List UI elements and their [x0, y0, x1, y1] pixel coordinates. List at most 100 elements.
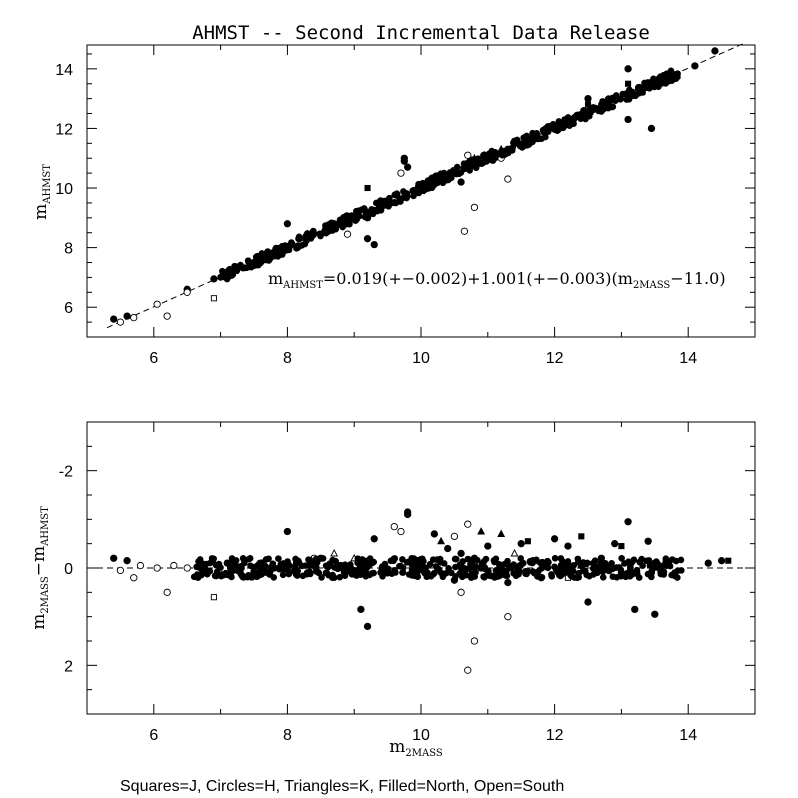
top-point-circle-filled — [520, 134, 527, 142]
bottom-point-circle-filled — [617, 572, 625, 580]
bottom-point-circle-filled — [625, 558, 632, 565]
top-point-circle-filled — [310, 227, 317, 235]
bottom-point-circle-filled — [657, 564, 665, 572]
top-point-circle-filled — [453, 163, 461, 171]
bottom-point-circle-filled — [523, 570, 530, 578]
top-point-circle-filled — [295, 235, 302, 243]
top-point-circle-filled — [361, 213, 369, 221]
bottom-point-circle-filled — [430, 570, 437, 578]
bottom-point-circle-filled — [329, 574, 336, 581]
bottom-point-circle-open — [136, 561, 145, 570]
bottom-point-circle-filled — [381, 560, 389, 568]
bottom-point-circle-filled — [246, 555, 254, 562]
bottom-point-circle-filled — [604, 563, 612, 571]
top-point-circle-filled — [307, 235, 315, 242]
top-point-circle-filled — [252, 262, 260, 269]
top-point-circle-filled — [559, 123, 567, 131]
bottom-point-circle-filled — [396, 562, 403, 570]
top-point-circle-filled — [671, 71, 678, 78]
bottom-point-circle-filled — [451, 555, 459, 563]
fit-annotation-sub-2mass: 2MASS — [633, 280, 670, 291]
bottom-point-circle-filled — [208, 556, 216, 563]
bottom-point-circle-filled — [436, 555, 444, 563]
bottom-point-circle-filled — [538, 558, 546, 566]
bottom-point-circle-filled — [584, 598, 592, 606]
top-point-circle-filled — [507, 146, 515, 154]
bottom-point-circle-filled — [609, 573, 617, 580]
top-x-tick-label: 14 — [679, 350, 697, 367]
top-data-points — [110, 47, 719, 326]
bottom-xlabel-sub: 2MASS — [405, 748, 442, 759]
bottom-x-tick-label: 6 — [149, 727, 158, 744]
bottom-point-circle-filled — [550, 535, 559, 543]
bottom-point-circle-open — [470, 637, 479, 645]
top-ylabel-m: m — [31, 204, 51, 220]
bottom-point-circle-filled — [419, 555, 426, 563]
top-point-circle-filled — [628, 92, 636, 100]
bottom-point-circle-filled — [558, 562, 566, 569]
bottom-point-circle-filled — [548, 571, 555, 578]
bottom-point-circle-open — [183, 564, 191, 572]
bottom-point-circle-filled — [232, 557, 240, 564]
bottom-point-circle-filled — [439, 573, 447, 581]
bottom-point-circle-filled — [627, 571, 635, 579]
bottom-point-triangle-open — [510, 549, 519, 557]
top-point-circle-filled — [538, 135, 545, 142]
bottom-point-circle-filled — [239, 573, 246, 581]
bottom-x-tick-label: 10 — [412, 727, 430, 744]
top-point-circle-filled — [301, 240, 309, 248]
bottom-point-circle-filled — [513, 565, 521, 572]
bottom-point-circle-open — [390, 522, 398, 531]
top-point-circle-filled — [565, 116, 572, 123]
bottom-point-circle-filled — [635, 574, 643, 581]
top-point-circle-filled — [226, 271, 233, 278]
bottom-point-circle-filled — [292, 571, 300, 578]
top-point-circle-filled — [264, 248, 272, 255]
top-point-circle-filled — [641, 79, 648, 87]
top-point-circle-filled — [623, 96, 630, 103]
bottom-point-circle-filled — [319, 555, 327, 562]
bottom-point-circle-open — [450, 532, 459, 541]
bottom-point-circle-filled — [279, 571, 287, 579]
bottom-point-circle-filled — [648, 569, 656, 576]
bottom-point-circle-filled — [312, 568, 320, 575]
fit-annotation-sub-ahmst: AHMST — [282, 280, 323, 291]
top-point-circle-filled — [609, 94, 616, 102]
bottom-point-circle-filled — [360, 566, 368, 574]
top-point-circle-filled — [544, 123, 552, 130]
top-point-circle-filled — [584, 94, 592, 103]
bottom-point-circle-filled — [357, 605, 365, 614]
bottom-point-circle-filled — [583, 571, 590, 579]
top-point-circle-filled — [410, 192, 417, 200]
bottom-point-circle-filled — [403, 559, 411, 566]
bottom-point-circle-filled — [306, 568, 313, 575]
bottom-point-circle-filled — [283, 527, 292, 536]
bottom-point-circle-filled — [224, 559, 231, 567]
bottom-point-triangle-filled — [437, 536, 445, 545]
top-x-tick-label: 8 — [283, 350, 292, 367]
bottom-point-circle-filled — [338, 564, 345, 572]
bottom-point-circle-filled — [284, 558, 291, 565]
top-y-axis-label: mAHMST — [31, 164, 53, 220]
top-point-circle-filled — [622, 90, 630, 97]
top-point-circle-filled — [624, 115, 632, 124]
bottom-point-circle-filled — [618, 554, 625, 562]
top-point-circle-filled — [421, 186, 428, 193]
fit-annotation-equation: =0.019(+−0.002)+1.001(+−0.003)(m — [323, 269, 633, 288]
top-point-circle-filled — [460, 164, 468, 172]
top-point-circle-open — [163, 312, 171, 320]
top-point-circle-open — [397, 169, 405, 177]
bottom-point-circle-filled — [324, 564, 332, 571]
top-point-circle-filled — [636, 83, 643, 91]
top-point-circle-filled — [400, 154, 408, 162]
bottom-point-circle-filled — [458, 565, 465, 573]
bottom-point-circle-filled — [608, 560, 615, 567]
bottom-point-square-filled — [725, 557, 732, 564]
top-point-circle-open — [460, 227, 469, 235]
bottom-point-circle-filled — [408, 572, 416, 579]
top-x-tick-label: 10 — [412, 350, 430, 367]
bottom-y-tick-label: 0 — [64, 561, 73, 578]
bottom-point-circle-filled — [258, 559, 266, 566]
top-point-circle-filled — [331, 220, 338, 227]
top-point-circle-filled — [403, 163, 412, 171]
